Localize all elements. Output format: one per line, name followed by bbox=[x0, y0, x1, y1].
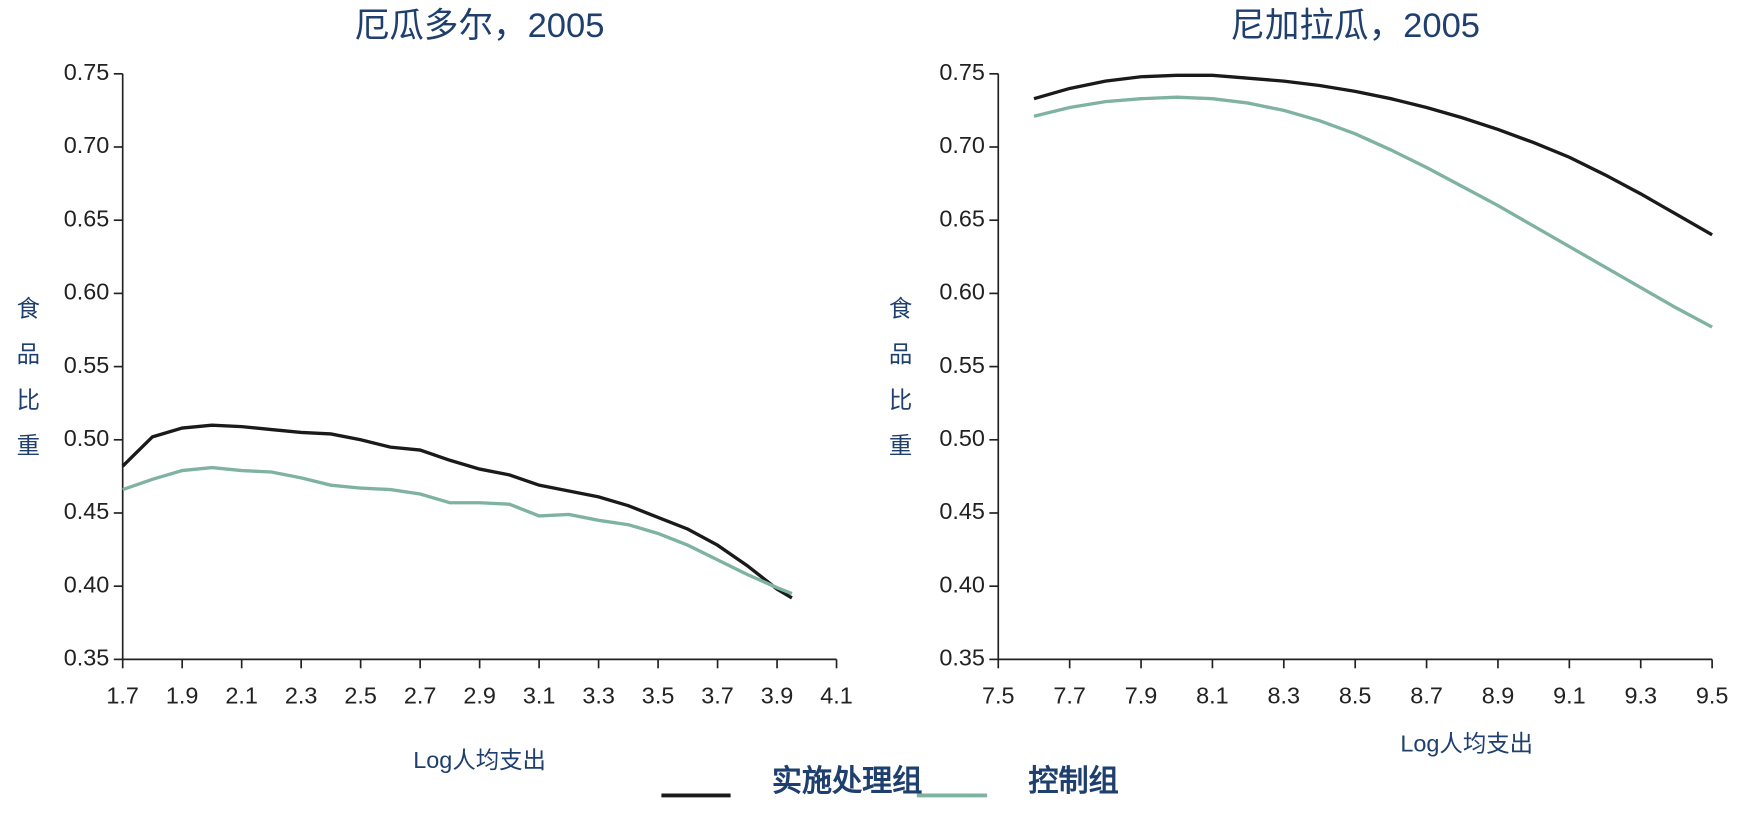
x-tick-label: 3.5 bbox=[642, 682, 675, 708]
y-tick-label: 0.50 bbox=[64, 425, 110, 451]
x-tick-label: 2.1 bbox=[225, 682, 258, 708]
line-series bbox=[1033, 73, 1713, 237]
y-tick-label: 0.45 bbox=[64, 498, 110, 524]
x-tick-label: 8.1 bbox=[1196, 682, 1229, 708]
y-tick-label: 0.50 bbox=[939, 425, 985, 451]
y-tick-label: 0.70 bbox=[64, 132, 110, 158]
y-axis-label: 食品比重 bbox=[886, 295, 913, 478]
x-tick-label: 3.7 bbox=[701, 682, 734, 708]
legend-label: 控制组 bbox=[1028, 764, 1118, 798]
x-tick-label: 2.3 bbox=[285, 682, 318, 708]
y-tick-label: 0.55 bbox=[64, 352, 110, 378]
y-axis-label: 食品比重 bbox=[13, 295, 40, 478]
x-tick-label: 8.7 bbox=[1410, 682, 1443, 708]
line-series bbox=[1033, 95, 1713, 329]
x-axis-label: Log人均支出 bbox=[413, 747, 546, 773]
x-tick-label: 8.9 bbox=[1482, 682, 1515, 708]
x-tick-label: 7.9 bbox=[1125, 682, 1158, 708]
x-tick-label: 1.7 bbox=[106, 682, 139, 708]
y-tick-label: 0.40 bbox=[64, 571, 110, 597]
x-tick-label: 8.5 bbox=[1339, 682, 1372, 708]
x-axis-label: Log人均支出 bbox=[1400, 730, 1533, 756]
legend-label: 实施处理组 bbox=[772, 764, 923, 798]
x-tick-label: 4.1 bbox=[820, 682, 853, 708]
chart-title: 厄瓜多尔，2005 bbox=[355, 7, 605, 45]
y-tick-label: 0.75 bbox=[939, 59, 985, 85]
x-tick-label: 7.5 bbox=[982, 682, 1015, 708]
x-tick-label: 3.9 bbox=[761, 682, 794, 708]
line-series bbox=[122, 465, 793, 596]
x-tick-label: 3.3 bbox=[582, 682, 615, 708]
y-tick-label: 0.40 bbox=[939, 571, 985, 597]
y-tick-label: 0.60 bbox=[939, 279, 985, 305]
x-tick-label: 3.1 bbox=[523, 682, 556, 708]
x-tick-label: 9.5 bbox=[1696, 682, 1729, 708]
y-tick-label: 0.65 bbox=[939, 205, 985, 231]
y-tick-label: 0.35 bbox=[939, 645, 985, 671]
x-tick-label: 7.7 bbox=[1053, 682, 1086, 708]
x-tick-label: 2.9 bbox=[463, 682, 496, 708]
y-tick-label: 0.35 bbox=[64, 645, 110, 671]
y-tick-label: 0.75 bbox=[64, 59, 110, 85]
y-tick-label: 0.60 bbox=[64, 279, 110, 305]
x-tick-label: 2.7 bbox=[404, 682, 437, 708]
y-tick-label: 0.65 bbox=[64, 205, 110, 231]
x-tick-label: 9.3 bbox=[1624, 682, 1657, 708]
x-tick-label: 8.3 bbox=[1268, 682, 1301, 708]
x-tick-label: 1.9 bbox=[166, 682, 199, 708]
y-tick-label: 0.55 bbox=[939, 352, 985, 378]
chart-title: 尼加拉瓜，2005 bbox=[1230, 7, 1480, 45]
x-tick-label: 9.1 bbox=[1553, 682, 1586, 708]
y-tick-label: 0.70 bbox=[939, 132, 985, 158]
x-tick-label: 2.5 bbox=[344, 682, 377, 708]
y-tick-label: 0.45 bbox=[939, 498, 985, 524]
line-series bbox=[121, 423, 793, 600]
